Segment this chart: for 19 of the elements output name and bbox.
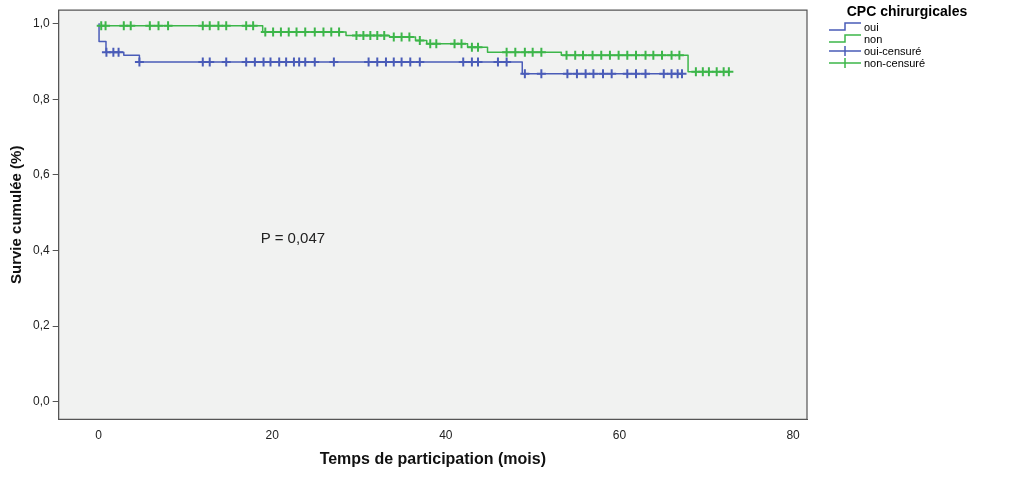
annotation: P = 0,047: [260, 229, 326, 247]
x-tick-label: 20: [265, 427, 280, 442]
y-tick-label: 0,2: [32, 318, 50, 333]
y-tick-label: 0,6: [32, 167, 50, 182]
y-tick-label: 0,8: [32, 91, 50, 106]
legend-label: oui: [864, 21, 879, 33]
legend-label: non-censuré: [864, 57, 926, 69]
x-tick-label: 80: [786, 427, 801, 442]
y-axis-title: Survie cumulée (%): [7, 145, 25, 284]
y-tick-label: 0,4: [32, 242, 50, 257]
legend-label: non: [864, 33, 883, 45]
x-axis-title: Temps de participation (mois): [319, 449, 547, 467]
legend-title: CPC chirurgicales: [845, 3, 969, 19]
y-tick-label: 1,0: [32, 16, 50, 31]
x-tick-label: 0: [95, 427, 103, 442]
x-tick-label: 60: [612, 427, 627, 442]
x-tick-label: 40: [439, 427, 453, 442]
y-tick-label: 0,0: [32, 393, 50, 408]
legend-label: oui-censuré: [864, 45, 922, 57]
